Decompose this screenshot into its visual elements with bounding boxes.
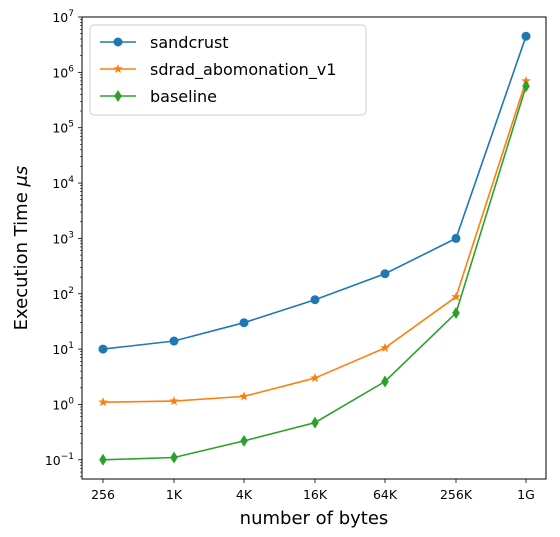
y-tick-label: 103 bbox=[52, 230, 74, 246]
data-point bbox=[239, 318, 249, 328]
y-tick-base: 10 bbox=[52, 121, 68, 136]
series-baseline bbox=[99, 80, 530, 466]
legend-box bbox=[89, 24, 367, 116]
y-tick-label: 104 bbox=[52, 175, 74, 191]
series-sandcrust bbox=[98, 31, 531, 354]
x-tick-label: 256 bbox=[91, 487, 115, 502]
data-point bbox=[169, 396, 179, 406]
data-point bbox=[98, 397, 108, 407]
y-tick-base: 10 bbox=[52, 176, 68, 191]
x-tick-label: 256K bbox=[440, 487, 473, 502]
x-tick-label: 64K bbox=[373, 487, 398, 502]
x-tick-label: 1K bbox=[166, 487, 183, 502]
y-tick-base: 10 bbox=[52, 231, 68, 246]
x-ticks: 256 1K 4K 16K 64K 256K 1G bbox=[91, 479, 535, 502]
y-tick-exponent: 2 bbox=[68, 286, 74, 296]
y-tick-exponent: 1 bbox=[68, 341, 74, 351]
data-point bbox=[98, 344, 108, 354]
y-tick-label: 101 bbox=[52, 341, 74, 357]
data-point bbox=[169, 336, 179, 346]
y-tick-exponent: 0 bbox=[68, 396, 74, 406]
data-point bbox=[381, 375, 389, 388]
y-tick-exponent: 7 bbox=[68, 9, 74, 19]
y-tick-label: 105 bbox=[52, 120, 74, 136]
y-axis-label-text: Execution Time bbox=[11, 187, 32, 331]
legend-entry: sandcrust bbox=[100, 33, 229, 52]
x-axis-label: number of bytes bbox=[240, 508, 389, 529]
y-tick-label: 10−1 bbox=[45, 452, 74, 468]
plot-frame bbox=[81, 16, 547, 480]
x-tick-label: 4K bbox=[236, 487, 253, 502]
y-tick-label: 102 bbox=[52, 286, 74, 302]
data-point bbox=[310, 295, 320, 305]
y-axis-label: Execution Time μs bbox=[11, 166, 32, 331]
data-point bbox=[310, 373, 320, 383]
legend-marker bbox=[113, 37, 123, 47]
series-layer bbox=[98, 31, 531, 466]
data-point bbox=[452, 306, 460, 319]
y-tick-exponent: 6 bbox=[68, 64, 74, 74]
y-tick-exponent: 5 bbox=[68, 120, 74, 130]
data-point bbox=[239, 391, 249, 401]
series-line bbox=[102, 86, 527, 461]
legend-entry: baseline bbox=[100, 87, 217, 106]
y-axis-label-symbol: μs bbox=[11, 166, 32, 188]
y-tick-label: 106 bbox=[52, 64, 74, 80]
data-point bbox=[451, 233, 461, 243]
y-tick-exponent: 4 bbox=[68, 175, 74, 185]
y-tick-base: 10 bbox=[52, 65, 68, 80]
data-point bbox=[311, 416, 319, 429]
legend-items: sandcrust sdrad_abomonation_v1 baseline bbox=[100, 33, 336, 106]
data-point bbox=[240, 434, 248, 447]
legend-marker bbox=[113, 64, 123, 74]
legend: sandcrust sdrad_abomonation_v1 baseline bbox=[89, 24, 367, 116]
y-tick-exponent: 3 bbox=[68, 230, 74, 240]
y-tick-base: 10 bbox=[52, 342, 68, 357]
x-tick-label: 16K bbox=[303, 487, 328, 502]
y-tick-base: 10 bbox=[52, 10, 68, 25]
legend-marker bbox=[114, 90, 122, 102]
data-point bbox=[99, 453, 107, 466]
y-tick-base: 10 bbox=[52, 287, 68, 302]
y-tick-label: 100 bbox=[52, 396, 74, 412]
data-point bbox=[170, 451, 178, 464]
y-tick-base: 10 bbox=[52, 397, 68, 412]
y-tick-label: 107 bbox=[52, 9, 74, 25]
data-point bbox=[521, 31, 531, 41]
series-sdrad_abomonation_v1 bbox=[98, 75, 531, 407]
data-point bbox=[380, 269, 390, 279]
series-line bbox=[102, 80, 527, 403]
legend-label: sdrad_abomonation_v1 bbox=[150, 60, 336, 80]
y-tick-exponent: −1 bbox=[61, 452, 74, 462]
data-point bbox=[451, 291, 461, 301]
legend-entry: sdrad_abomonation_v1 bbox=[100, 60, 336, 80]
data-point bbox=[522, 80, 530, 93]
legend-label: baseline bbox=[150, 87, 217, 106]
y-tick-base: 10 bbox=[45, 453, 61, 468]
x-tick-label: 1G bbox=[517, 487, 535, 502]
legend-label: sandcrust bbox=[150, 33, 229, 52]
data-point bbox=[380, 342, 390, 352]
